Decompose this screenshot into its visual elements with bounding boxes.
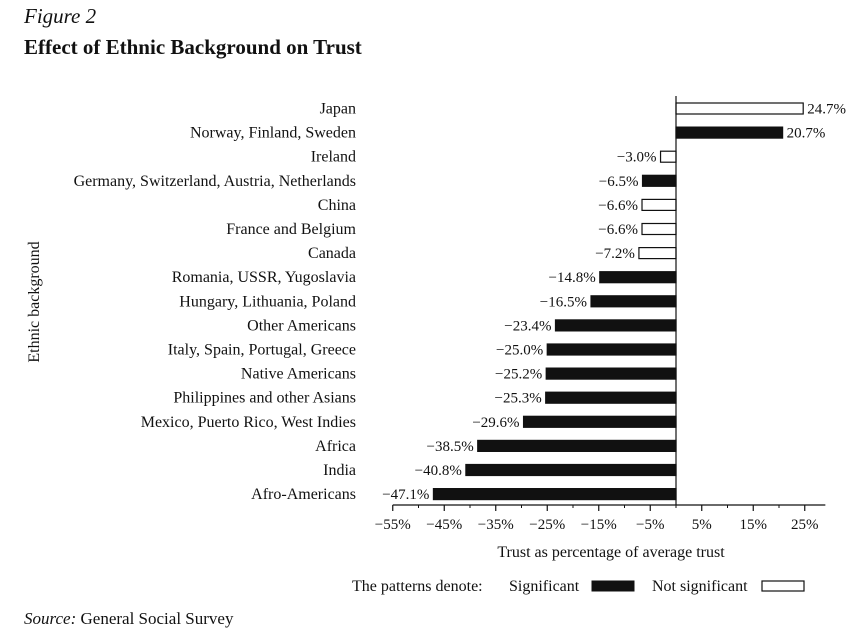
category-label: Japan <box>320 101 356 118</box>
value-label: −47.1% <box>382 487 429 503</box>
x-tick-label: −35% <box>478 517 514 533</box>
category-label: Ireland <box>311 149 356 166</box>
value-label: −40.8% <box>415 463 462 479</box>
bar <box>641 174 677 187</box>
bar <box>675 102 804 115</box>
bars-layer: Japan 24.7% Norway, Finland, Sweden 20.7% Ir… <box>74 101 846 504</box>
value-label: −3.0% <box>617 150 657 166</box>
value-label: −25.3% <box>494 391 541 407</box>
legend-significant-label: Significant <box>509 578 580 595</box>
category-label: Germany, Switzerland, Austria, Netherlan… <box>74 173 356 190</box>
x-tick-label: −25% <box>529 517 565 533</box>
category-label: Other Americans <box>247 317 356 334</box>
legend-not-significant-label: Not significant <box>652 578 748 595</box>
x-axis: −55% −45% −35% −25% −15% −5% 5% 15% 25% <box>375 96 826 533</box>
source-label: Source: <box>24 609 77 628</box>
category-label: India <box>323 462 356 479</box>
value-label: −16.5% <box>540 294 587 310</box>
legend-significant-swatch <box>591 580 635 592</box>
value-label: 24.7% <box>807 102 846 118</box>
x-tick-label: −15% <box>581 517 617 533</box>
legend-prefix: The patterns denote: <box>352 578 483 595</box>
figure-title: Effect of Ethnic Background on Trust <box>24 35 362 59</box>
category-label: Africa <box>315 438 356 455</box>
x-tick-label: 15% <box>740 517 768 533</box>
bar <box>590 295 677 308</box>
value-label: −6.6% <box>598 222 638 238</box>
x-axis-label: Trust as percentage of average trust <box>497 544 725 561</box>
bar <box>545 367 677 380</box>
category-label: Hungary, Lithuania, Poland <box>179 293 356 310</box>
value-label: −6.5% <box>599 174 639 190</box>
bar <box>599 271 677 284</box>
category-label: Native Americans <box>241 366 356 383</box>
x-tick-label: 25% <box>791 517 819 533</box>
category-label: Philippines and other Asians <box>173 390 356 407</box>
bar <box>477 439 677 452</box>
value-label: −29.6% <box>472 415 519 431</box>
category-label: France and Belgium <box>226 221 356 238</box>
value-label: −6.6% <box>598 198 638 214</box>
bar <box>659 150 677 163</box>
category-label: Afro-Americans <box>251 486 356 503</box>
legend-not-significant-swatch <box>761 580 805 592</box>
x-tick-label: −45% <box>426 517 462 533</box>
source-text: General Social Survey <box>76 609 234 628</box>
x-tick-label: 5% <box>692 517 712 533</box>
category-label: Norway, Finland, Sweden <box>190 125 356 142</box>
source-note: Source: General Social Survey <box>24 609 233 629</box>
category-label: Italy, Spain, Portugal, Greece <box>168 342 356 359</box>
y-axis-label: Ethnic background <box>26 241 43 362</box>
bar <box>465 463 677 477</box>
category-label: Romania, USSR, Yugoslavia <box>172 269 356 286</box>
bar <box>641 222 677 236</box>
bar <box>638 247 677 260</box>
category-label: Mexico, Puerto Rico, West Indies <box>141 414 356 431</box>
category-label: Canada <box>308 245 356 262</box>
legend: The patterns denote: Significant Not sig… <box>352 578 805 595</box>
bar <box>554 319 677 332</box>
value-label: 20.7% <box>787 126 826 142</box>
category-label: China <box>318 197 356 214</box>
x-tick-label: −55% <box>375 517 411 533</box>
bar <box>432 488 677 501</box>
bar <box>641 198 677 211</box>
bar-chart: Ethnic background Trust as percentage of… <box>26 96 846 595</box>
value-label: −23.4% <box>504 318 551 334</box>
figure-label: Figure 2 <box>24 4 97 28</box>
value-label: −38.5% <box>427 439 474 455</box>
x-tick-label: −5% <box>636 517 664 533</box>
value-label: −14.8% <box>549 270 596 286</box>
bar <box>675 126 784 139</box>
bar <box>546 343 677 356</box>
value-label: −25.0% <box>496 343 543 359</box>
bar <box>522 415 677 428</box>
value-label: −25.2% <box>495 367 542 383</box>
bar <box>545 391 677 404</box>
value-label: −7.2% <box>595 246 635 262</box>
